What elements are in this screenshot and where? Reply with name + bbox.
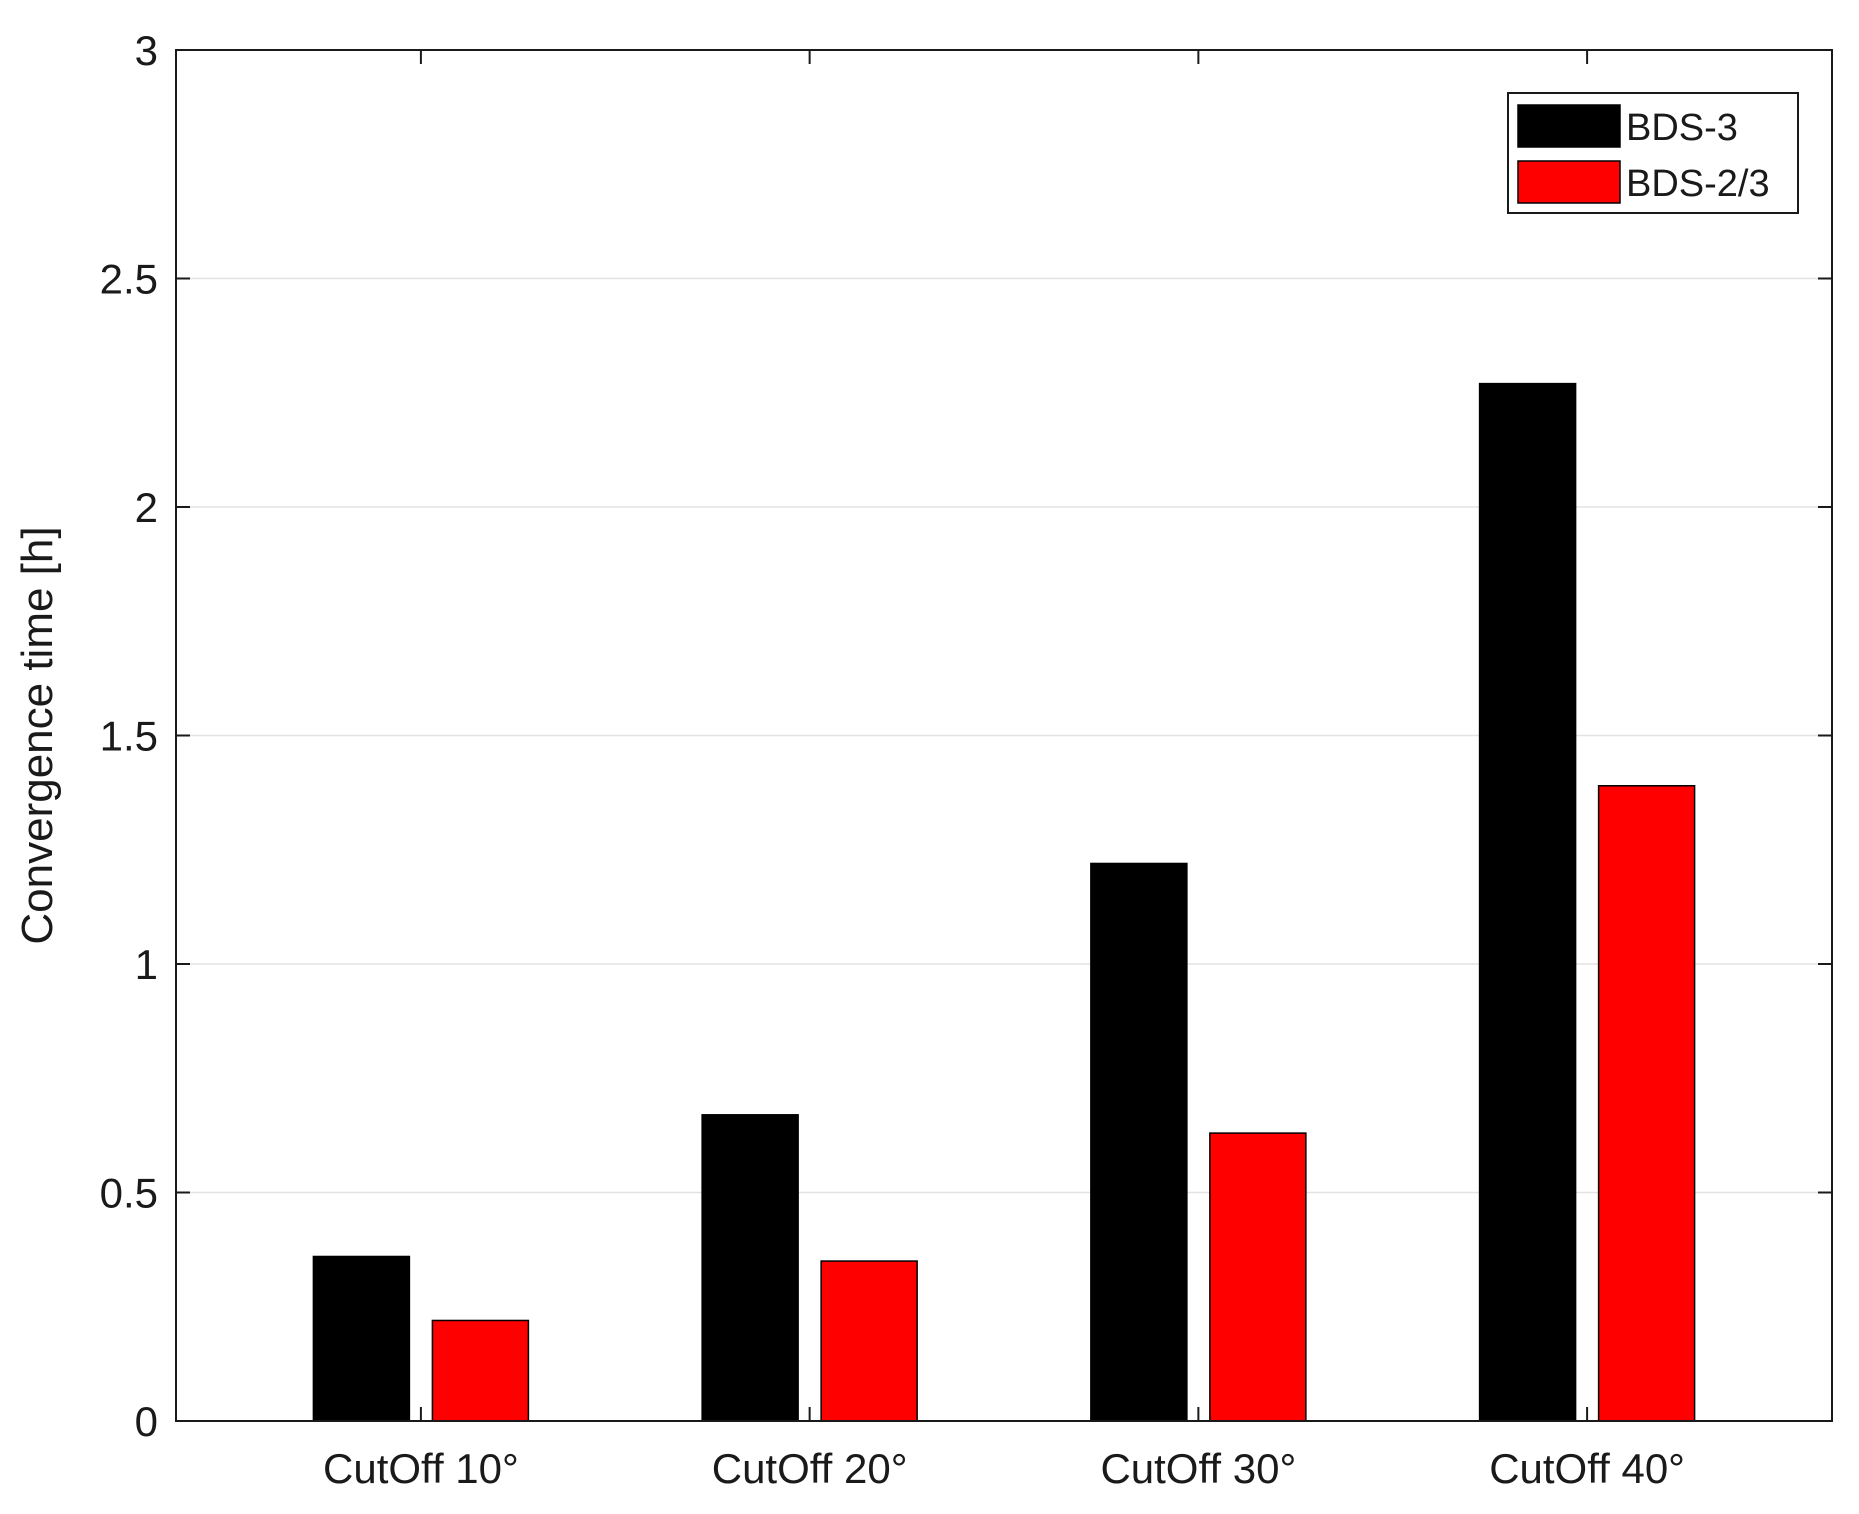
x-tick-label: CutOff 10° [323,1445,519,1492]
x-tick-label: CutOff 30° [1100,1445,1296,1492]
bar-1-4 [1478,382,1577,1422]
y-tick-label: 1 [135,941,158,988]
y-tick-label: 0 [135,1398,158,1445]
legend-label-2: BDS-2/3 [1626,163,1770,205]
y-tick-label: 2 [135,484,158,531]
legend-swatch-2 [1517,160,1621,204]
x-tick-label: CutOff 20° [712,1445,908,1492]
y-axis-ticks: 0 0.5 1 1.5 2 2.5 3 [100,27,1832,1445]
y-tick-label: 0.5 [100,1170,158,1217]
x-tick-label: CutOff 40° [1489,1445,1685,1492]
bar-2-1 [431,1319,530,1422]
legend-swatch-1 [1517,104,1621,148]
y-tick-label: 1.5 [100,713,158,760]
legend-label-1: BDS-3 [1626,107,1738,149]
bar-1-3 [1090,862,1188,1422]
bar-2-2 [820,1260,918,1422]
bars [312,382,1696,1422]
bar-2-4 [1597,785,1696,1422]
y-axis-label: Convergence time [h] [13,526,62,944]
bar-1-2 [701,1114,799,1422]
y-tick-label: 3 [135,27,158,74]
x-axis-ticks: CutOff 10° CutOff 20° CutOff 30° CutOff 40° [323,50,1685,1492]
bar-2-3 [1209,1132,1307,1422]
bar-1-1 [312,1255,411,1422]
legend: BDS-3 BDS-2/3 [1507,92,1799,214]
y-tick-label: 2.5 [100,256,158,303]
